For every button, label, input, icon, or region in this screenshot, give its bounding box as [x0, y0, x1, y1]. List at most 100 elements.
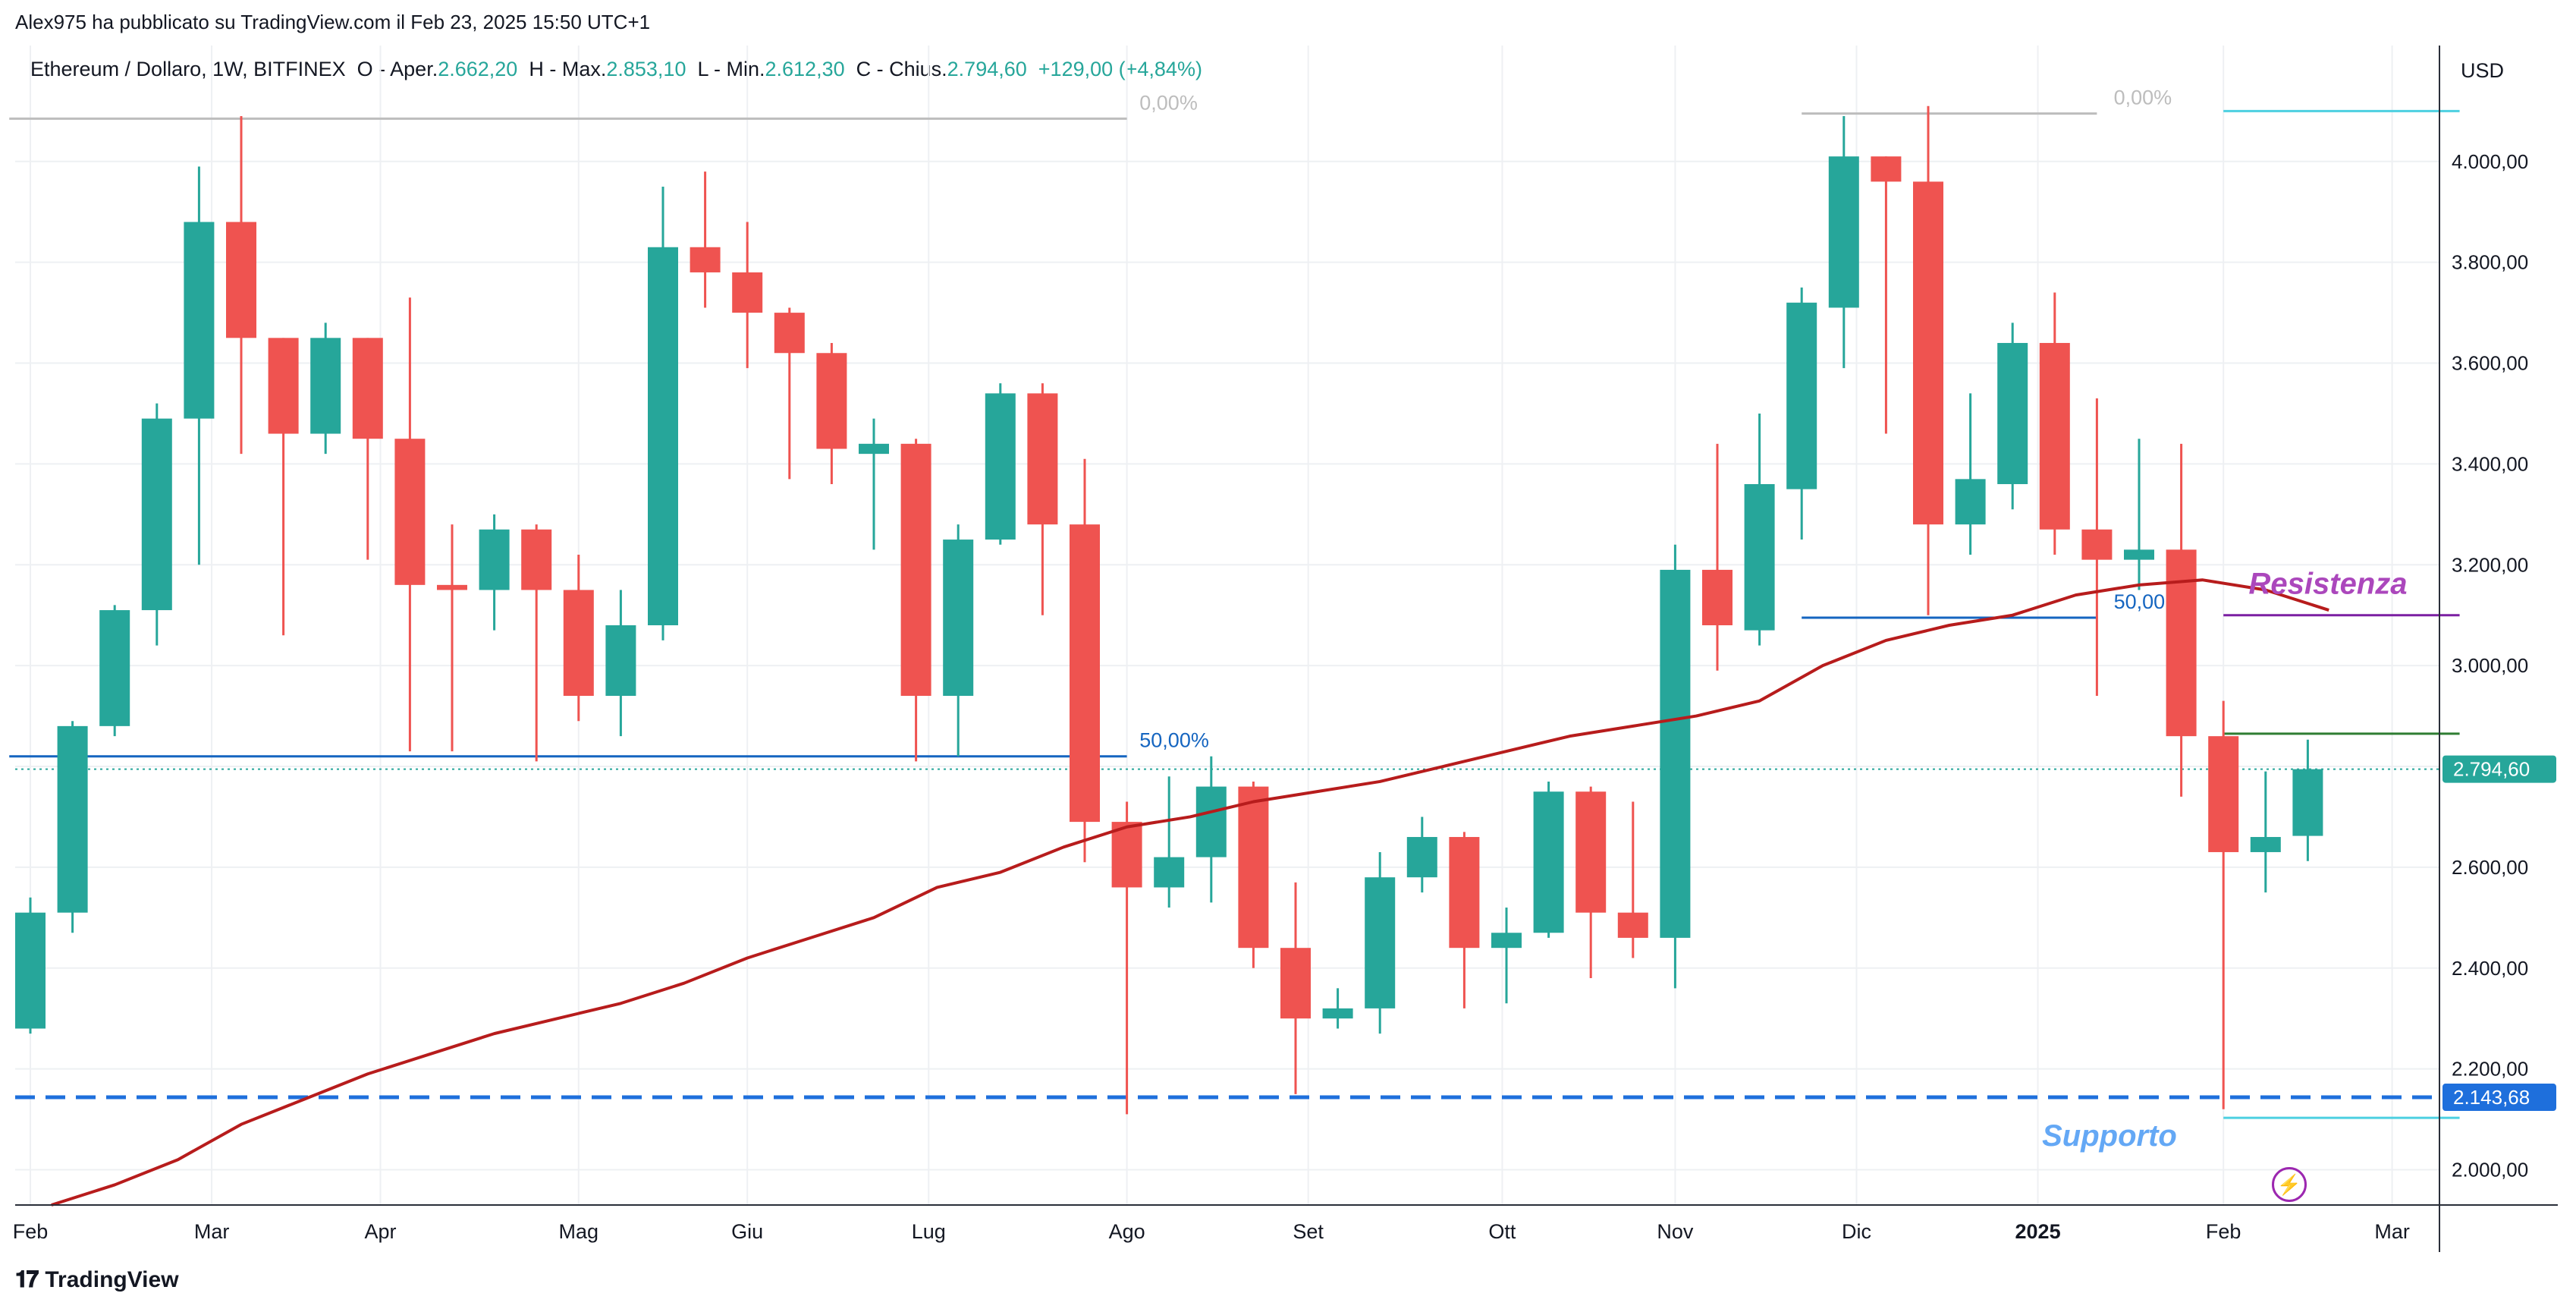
- time-tick-label: Set: [1293, 1220, 1324, 1243]
- low-label: L - Min.: [697, 58, 765, 80]
- time-tick-label: Ott: [1488, 1220, 1516, 1243]
- candle-body: [2124, 549, 2154, 560]
- time-tick-label: 2025: [2015, 1220, 2061, 1243]
- candle-body: [774, 313, 805, 354]
- candle-body: [1154, 857, 1185, 888]
- candle-body: [943, 540, 974, 697]
- candle-body: [1871, 156, 1902, 182]
- high-label: H - Max.: [529, 58, 607, 80]
- candle-body: [1575, 791, 1607, 913]
- lightning-icon[interactable]: ⚡: [2272, 1167, 2307, 1202]
- price-tick-label: 3.600,00: [2452, 352, 2528, 375]
- moving-average-line: [51, 578, 2329, 1207]
- brand-label: TradingView: [45, 1267, 179, 1292]
- price-tick-label: 3.200,00: [2452, 553, 2528, 576]
- candle-body: [2166, 549, 2197, 737]
- candle-body: [1365, 877, 1396, 1008]
- candle-body: [605, 625, 636, 697]
- candle-body: [141, 418, 172, 611]
- candle-body: [1406, 837, 1437, 878]
- open-label: O - Aper.: [357, 58, 438, 80]
- symbol-legend: Ethereum / Dollaro, 1W, BITFINEX O - Ape…: [30, 58, 1202, 81]
- candle-body: [1491, 933, 1522, 949]
- candle-body: [1617, 912, 1648, 938]
- candle-body: [1660, 569, 1691, 938]
- tradingview-brand[interactable]: 𝟏𝟕 TradingView: [15, 1267, 179, 1293]
- price-tick-label: 2.600,00: [2452, 856, 2528, 879]
- candle-body: [2208, 736, 2239, 852]
- candle-body: [394, 439, 426, 585]
- candle-body: [2292, 769, 2323, 836]
- candle-body: [521, 529, 552, 590]
- time-tick-label: Dic: [1842, 1220, 1871, 1243]
- support-price-tag: 2.143,68: [2453, 1086, 2530, 1109]
- open-value: 2.662,20: [438, 58, 518, 80]
- change-value: +129,00 (+4,84%): [1038, 58, 1202, 80]
- tradingview-logo-icon: 𝟏𝟕: [15, 1267, 39, 1292]
- price-tick-label: 2.400,00: [2452, 957, 2528, 980]
- candle-body: [57, 725, 88, 913]
- high-value: 2.853,10: [606, 58, 686, 80]
- resistance-annotation: Resistenza: [2249, 568, 2408, 601]
- candle-body: [15, 912, 46, 1029]
- last-price-tag-bg: [2442, 755, 2556, 783]
- price-tick-label: 3.800,00: [2452, 251, 2528, 274]
- candle-body: [1786, 302, 1817, 489]
- candle-body: [2081, 529, 2113, 560]
- candle-body: [310, 338, 341, 434]
- candle-body: [479, 529, 510, 590]
- price-tick-label: 4.000,00: [2452, 150, 2528, 173]
- candle-body: [1238, 786, 1269, 949]
- price-tick-label: 3.000,00: [2452, 654, 2528, 677]
- candle-body: [1702, 569, 1733, 625]
- close-value: 2.794,60: [947, 58, 1027, 80]
- candle-body: [1828, 156, 1859, 308]
- candle-body: [1449, 837, 1480, 949]
- fib-50-right-label: 50,00: [2114, 590, 2166, 613]
- candle-body: [226, 222, 256, 338]
- candle-body: [1280, 948, 1311, 1019]
- time-tick-label: Nov: [1657, 1220, 1694, 1243]
- candle-body: [1913, 181, 1943, 525]
- candle-body: [985, 393, 1016, 540]
- time-tick-label: Mar: [194, 1220, 230, 1243]
- candle-body: [1744, 483, 1775, 631]
- candle-body: [2039, 342, 2070, 530]
- fib-0-left-label: 0,00%: [1139, 91, 1198, 114]
- time-tick-label: Giu: [731, 1220, 763, 1243]
- candle-body: [1533, 791, 1564, 933]
- candle-body: [1955, 479, 1986, 525]
- support-price-tag-bg: [2442, 1084, 2556, 1112]
- candle-body: [816, 353, 847, 449]
- candles: [15, 105, 2323, 1115]
- candle-body: [859, 443, 889, 455]
- time-tick-label: Lug: [912, 1220, 946, 1243]
- candle-body: [900, 443, 931, 697]
- candle-body: [1195, 786, 1227, 857]
- currency-selector[interactable]: USD: [2461, 59, 2505, 82]
- symbol-name[interactable]: Ethereum / Dollaro, 1W, BITFINEX: [30, 58, 346, 80]
- price-tick-label: 3.400,00: [2452, 452, 2528, 475]
- candle-body: [1111, 822, 1142, 888]
- time-tick-label: Mag: [559, 1220, 599, 1243]
- candle-body: [437, 584, 467, 590]
- fib-0-right-label: 0,00%: [2114, 87, 2172, 109]
- fib-50-left-label: 50,00%: [1139, 729, 1209, 752]
- price-tick-label: 2.200,00: [2452, 1058, 2528, 1081]
- close-label: C - Chius.: [856, 58, 947, 80]
- candle-body: [648, 247, 678, 625]
- candle-body: [690, 247, 721, 272]
- time-tick-label: Apr: [364, 1220, 396, 1243]
- candle-body: [1070, 524, 1100, 823]
- publisher-credit: Alex975 ha pubblicato su TradingView.com…: [15, 11, 651, 33]
- candle-body: [732, 272, 763, 313]
- time-tick-label: Feb: [13, 1220, 49, 1243]
- time-tick-label: Mar: [2374, 1220, 2410, 1243]
- candle-body: [1322, 1008, 1353, 1019]
- price-tick-label: 2.000,00: [2452, 1158, 2528, 1181]
- low-value: 2.612,30: [765, 58, 845, 80]
- time-tick-label: Ago: [1109, 1220, 1145, 1243]
- candle-body: [268, 338, 299, 434]
- candle-body: [1027, 393, 1058, 525]
